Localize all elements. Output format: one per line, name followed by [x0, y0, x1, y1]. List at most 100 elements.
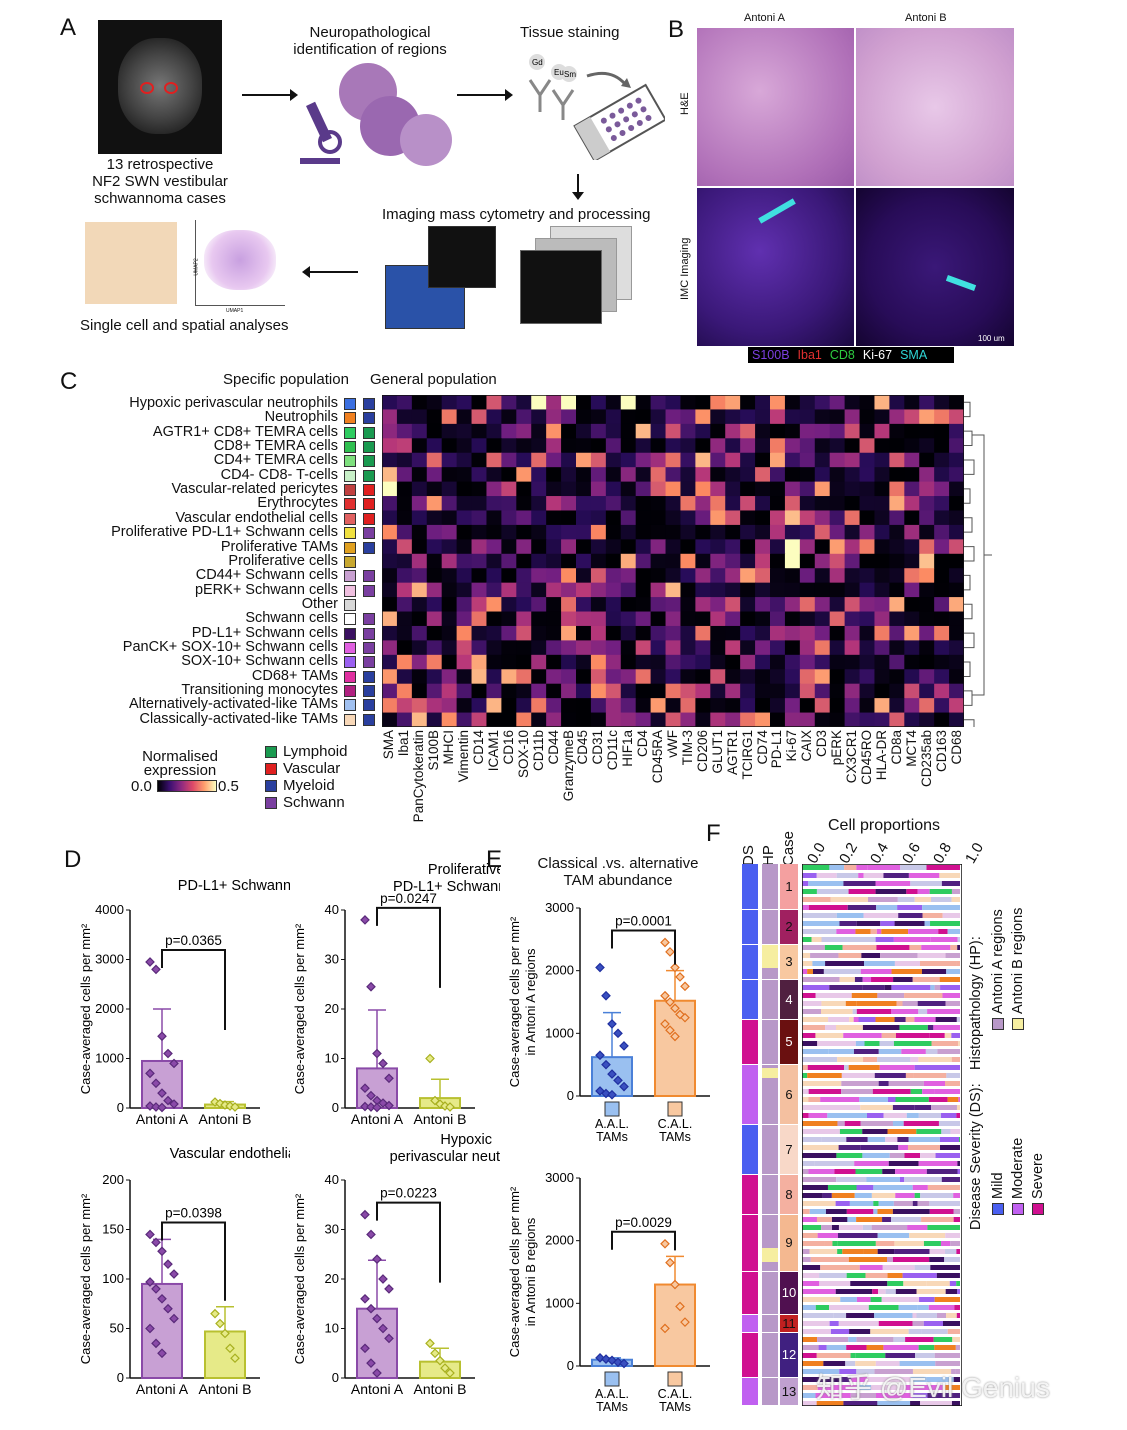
heatmap-cell [382, 496, 398, 511]
heatmap-cell [740, 438, 756, 454]
general-population-swatch [363, 455, 375, 468]
population-row-label: Erythrocytes [257, 495, 338, 512]
heatmap-cell [650, 496, 667, 511]
heatmap-cell [844, 496, 861, 511]
dendrogram-branch [964, 546, 975, 562]
data-point [145, 1277, 155, 1287]
heatmap-cell [784, 539, 801, 555]
heatmap-cell [859, 510, 875, 526]
proportion-segment [802, 1329, 831, 1334]
proportion-segment [903, 1281, 927, 1286]
proportion-segment [910, 1089, 923, 1094]
proportion-segment [826, 1105, 861, 1110]
heatmap-cell [784, 395, 801, 410]
specific-population-swatch [344, 426, 356, 439]
heatmap-cell [799, 481, 816, 497]
heatmap-cell [934, 409, 950, 425]
marker-label: TCIRG1 [739, 730, 755, 780]
heatmap-cell [650, 611, 667, 627]
proportion-segment [802, 1337, 818, 1342]
population-row-label: Other [301, 595, 338, 612]
heatmap-cell [620, 640, 637, 656]
heatmap-cell [411, 524, 428, 540]
heatmap-cell [426, 423, 443, 439]
y-tick-label: 0 [332, 1370, 339, 1385]
proportion-segment [815, 993, 852, 998]
population-row-label: Transitioning monocytes [181, 682, 338, 698]
data-point [157, 1102, 167, 1113]
hp-track-cell [762, 1020, 778, 1064]
heatmap-cell [695, 510, 711, 526]
proportion-segment [918, 1009, 928, 1014]
y-tick-label: 0 [567, 1088, 574, 1103]
proportion-segment [874, 1369, 913, 1374]
heatmap-cell [411, 582, 428, 598]
proportion-segment [842, 945, 877, 950]
proportion-segment [876, 905, 898, 910]
heatmap-cell [576, 712, 592, 727]
heatmap-cell [546, 597, 562, 613]
proportion-segment [821, 1225, 833, 1230]
heatmap-cell [396, 553, 413, 569]
proportion-segment [863, 913, 899, 918]
heatmap-cell [799, 553, 816, 569]
heatmap-cell [829, 553, 846, 569]
heatmap-cell [486, 395, 502, 410]
heatmap-cell [426, 568, 443, 584]
heatmap-cell [799, 539, 816, 555]
proportion-segment [908, 1329, 922, 1334]
proportion-segment [802, 1073, 808, 1078]
heatmap-cell [755, 510, 771, 526]
heatmap-cell [934, 683, 950, 699]
heatmap-cell [456, 539, 473, 555]
proportion-segment [802, 1297, 841, 1302]
heatmap-cell [814, 611, 831, 627]
heatmap-cell [620, 481, 637, 497]
proportion-segment [837, 1121, 845, 1126]
proportion-segment [802, 1001, 822, 1006]
heatmap-cell [576, 438, 592, 454]
proportion-segment [896, 1001, 903, 1006]
proportion-segment [840, 1297, 857, 1302]
proportion-segment [802, 961, 813, 966]
proportion-segment [851, 993, 878, 998]
stain-tag: Eu [554, 68, 564, 77]
proportion-segment [856, 865, 868, 870]
heatmap-cell [620, 625, 637, 641]
heatmap-cell [770, 481, 786, 497]
heatmap-cell [710, 625, 726, 641]
p-value: p=0.0398 [165, 1205, 222, 1220]
proportion-segment [945, 1289, 958, 1294]
heatmap-cell [426, 553, 443, 569]
population-row-label: AGTR1+ CD8+ TEMRA cells [152, 423, 338, 440]
heatmap-cell [695, 683, 711, 699]
proportion-segment [836, 1025, 863, 1030]
proportion-segment [921, 945, 951, 950]
heatmap-cell [576, 452, 592, 468]
y-tick-label: 1000 [95, 1051, 124, 1066]
proportion-segment [945, 1001, 960, 1006]
proportion-segment [941, 1129, 951, 1134]
proportion-segment [802, 1249, 810, 1254]
proportion-tick-label: 0.2 [835, 839, 861, 867]
scale-title-line: expression [143, 762, 217, 779]
data-point [613, 1075, 623, 1086]
proportion-segment [849, 1329, 871, 1334]
heatmap-cell [382, 553, 398, 569]
heatmap-cell [441, 568, 458, 584]
heatmap-cell [486, 438, 502, 454]
tissue-staining-illustration: Gd Eu Sm [528, 54, 665, 160]
dendrogram-branch [964, 401, 971, 418]
heatmap-cell [680, 669, 696, 685]
marker-label: CD11c [605, 730, 621, 771]
proportion-segment [895, 1097, 929, 1102]
heatmap-cell [919, 640, 935, 656]
data-point [601, 990, 611, 1001]
data-point [670, 1003, 680, 1014]
heatmap-cell [501, 568, 517, 584]
heatmap-cell [904, 423, 920, 439]
heatmap-cell [411, 409, 428, 425]
heatmap-cell [382, 510, 398, 526]
category-swatch [667, 1371, 683, 1387]
